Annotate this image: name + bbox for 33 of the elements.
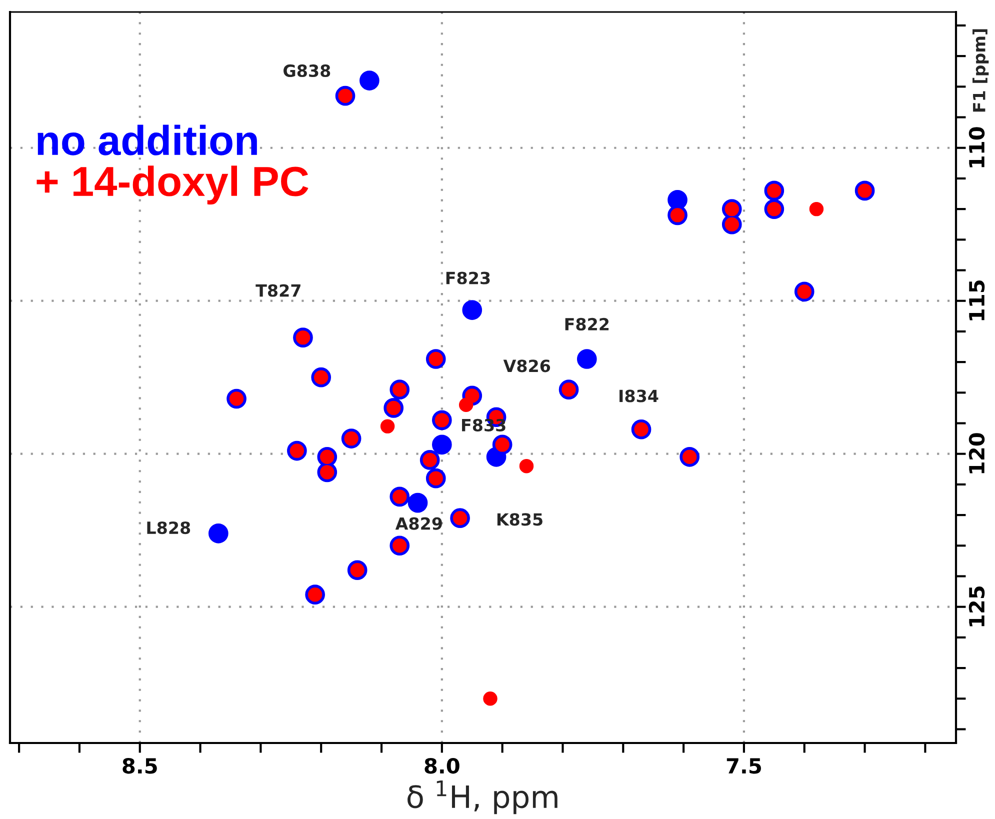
y-tick-label: 115	[969, 280, 985, 320]
point	[432, 434, 452, 455]
annotation: A829	[395, 517, 442, 530]
point	[519, 458, 534, 474]
x-tick-label: 8.0	[424, 758, 460, 774]
series-label: + 14-doxyl PC	[36, 166, 308, 204]
point	[360, 70, 380, 90]
point	[486, 446, 506, 467]
annotation: F822	[565, 318, 609, 330]
point	[576, 349, 597, 369]
annotation: G838	[284, 64, 330, 78]
y-axis-title: F1 [ppm]	[972, 29, 989, 112]
x-tick-label: 7.5	[726, 758, 761, 774]
x-tick-label: 8.5	[122, 758, 157, 774]
annotation: V826	[503, 360, 550, 372]
annotation: F823	[446, 272, 490, 284]
annotation: L828	[147, 521, 190, 534]
y-tick-label: 120	[968, 433, 985, 474]
y-tick-label: 125	[968, 586, 985, 626]
annotation: T827	[256, 284, 300, 297]
point	[458, 398, 474, 412]
point	[408, 492, 428, 513]
annotation: I834	[620, 390, 658, 402]
point	[809, 202, 824, 216]
annotation: K835	[497, 513, 542, 526]
y-tick-label: 110	[968, 127, 985, 168]
text: no addition	[38, 124, 257, 156]
annotation: F833	[462, 418, 506, 432]
point	[208, 523, 228, 544]
point	[462, 300, 482, 320]
point	[483, 692, 498, 706]
x-axis-title: δ $^{1}$H, ppm	[408, 780, 558, 814]
point	[380, 419, 395, 434]
